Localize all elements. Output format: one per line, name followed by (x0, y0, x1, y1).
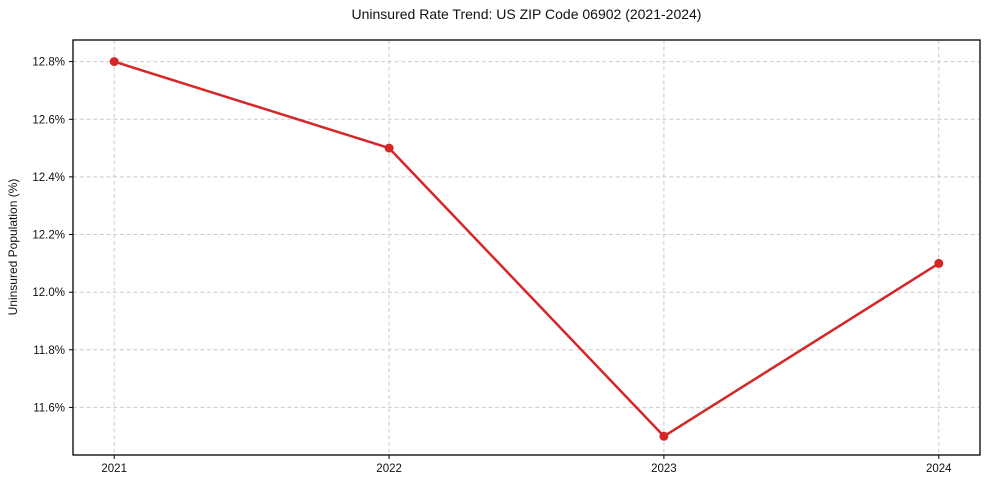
x-tick-label: 2023 (651, 463, 677, 475)
data-point (109, 57, 119, 67)
data-point (934, 258, 944, 268)
y-tick-label: 11.8% (33, 345, 65, 357)
trend-line (112, 60, 941, 438)
y-tick-label: 12.2% (32, 230, 65, 242)
y-tick-label: 12.6% (32, 114, 65, 126)
plot-border (72, 39, 981, 456)
y-tick-label: 12.8% (32, 57, 65, 69)
x-tick-label: 2024 (926, 463, 952, 475)
data-point (659, 431, 669, 441)
data-point (384, 143, 394, 153)
chart-title: Uninsured Rate Trend: US ZIP Code 06902 … (351, 6, 702, 22)
x-tick-label: 2022 (376, 463, 402, 475)
x-tick-label: 2021 (101, 463, 127, 475)
y-tick-label: 12.0% (32, 287, 65, 299)
y-tick-label: 11.6% (33, 402, 65, 414)
y-tick-label: 12.4% (32, 172, 65, 184)
